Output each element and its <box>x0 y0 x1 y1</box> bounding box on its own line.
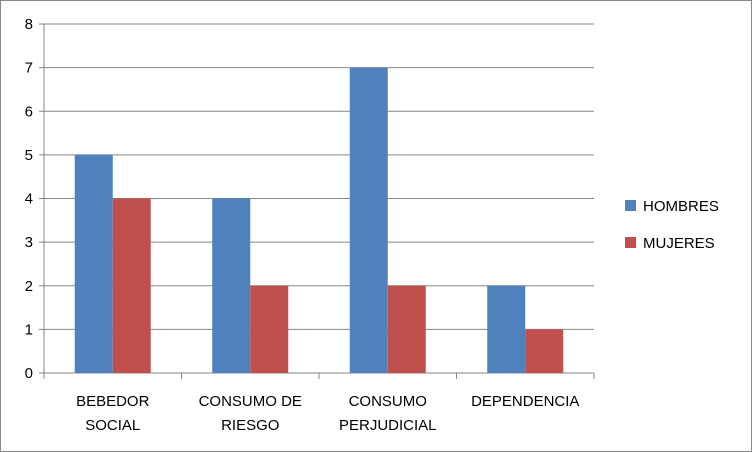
y-tick-label: 7 <box>25 60 33 77</box>
y-tick-label: 8 <box>25 16 33 33</box>
bar-mujeres-2 <box>387 285 426 373</box>
legend-swatch-mujeres <box>625 237 636 248</box>
bar-mujeres-1 <box>250 285 289 373</box>
y-tick-label: 1 <box>25 321 33 338</box>
y-tick-label: 5 <box>25 147 33 164</box>
category-label-line: PERJUDICIAL <box>339 417 437 434</box>
category-label-line: SOCIAL <box>85 417 140 434</box>
bar-hombres-2 <box>349 67 388 373</box>
category-label-line: CONSUMO DE <box>199 393 302 410</box>
y-tick-label: 4 <box>25 191 33 208</box>
legend-label-mujeres: MUJERES <box>643 235 715 252</box>
category-label: DEPENDENCIA <box>471 393 579 410</box>
bar-mujeres-3 <box>525 329 564 373</box>
category-label: BEBEDOR SOCIAL <box>76 393 150 434</box>
bar-hombres-3 <box>487 285 526 373</box>
category-label-line: BEBEDOR <box>76 393 150 410</box>
legend-label-hombres: HOMBRES <box>643 198 719 215</box>
category-label-line: CONSUMO <box>349 393 427 410</box>
category-label: CONSUMO PERJUDICIAL <box>339 393 437 434</box>
category-label-line: DEPENDENCIA <box>471 393 579 410</box>
legend-swatch-hombres <box>625 200 636 211</box>
y-tick-label: 2 <box>25 278 33 295</box>
category-label: CONSUMO DE RIESGO <box>199 393 302 434</box>
category-label-line: RIESGO <box>221 417 279 434</box>
bar-mujeres-0 <box>112 198 151 373</box>
y-tick-label: 0 <box>25 365 33 382</box>
bar-hombres-1 <box>212 198 251 373</box>
bar-hombres-0 <box>74 154 113 373</box>
y-tick-label: 3 <box>25 234 33 251</box>
y-tick-label: 6 <box>25 103 33 120</box>
